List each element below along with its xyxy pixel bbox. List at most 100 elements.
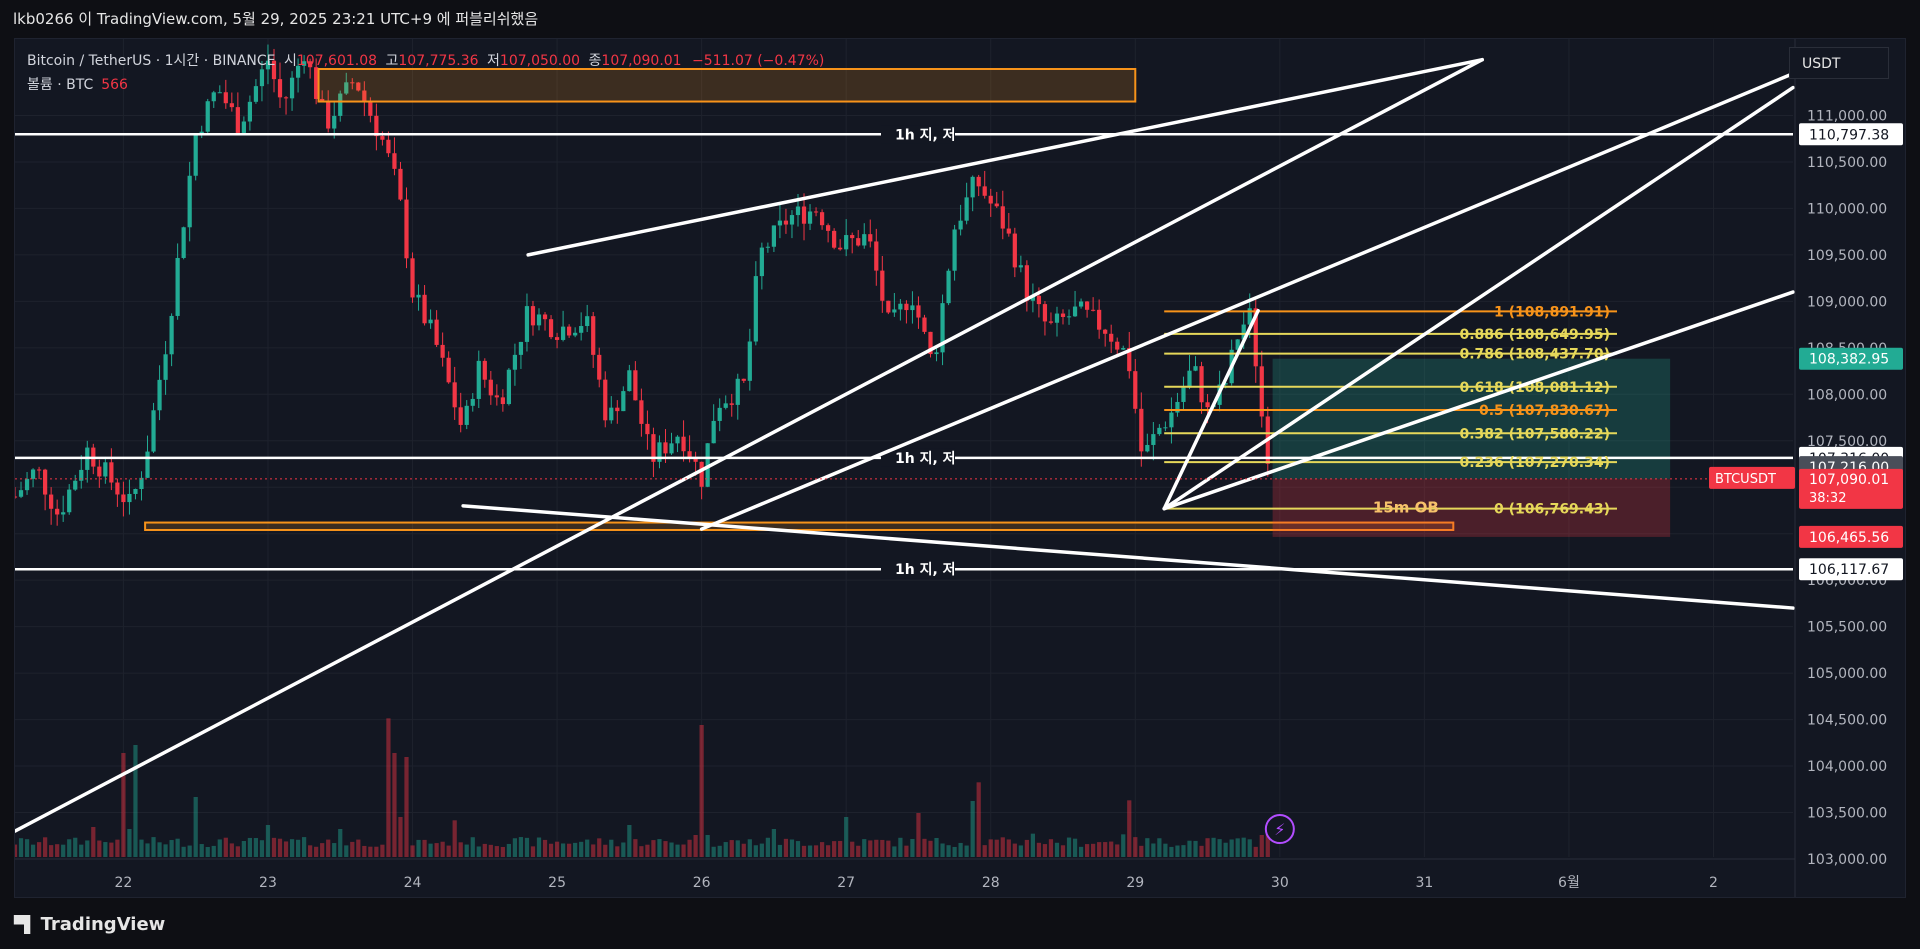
candle-body [976,176,981,187]
volume-bar [844,817,849,857]
candle-body [940,303,945,353]
candle-body [783,220,789,225]
currency-selector[interactable]: USDT [1789,47,1889,79]
trend-line [1162,290,1795,511]
volume-bar [1109,841,1114,857]
price-tag-bg [1799,347,1903,370]
level-price-tag: 110,797.38 [1809,127,1889,143]
volume-bar [253,838,259,857]
candle-body [633,370,638,401]
volume-bar [229,843,234,857]
candle-body [169,315,174,355]
volume-bar [91,827,96,857]
candle-body [1109,333,1114,342]
volume-bar [386,718,391,857]
volume-bar [585,839,590,857]
candle-body [880,270,885,301]
candle-body [573,332,578,336]
candle-body [151,410,156,452]
candle-body [24,478,30,491]
candle-body [789,215,795,225]
candle-body [753,276,758,342]
candle-body [765,246,770,248]
candle-body [344,82,349,94]
candle-body [55,508,60,515]
price-tag-bg [1799,525,1903,548]
orange-zone [317,68,1137,103]
candle-body [1024,265,1029,301]
price-chart[interactable]: 1h 지, 저 1h 지, 저 1h 지, 저 1 (108,891.91) 0.886… [15,39,1905,897]
candle-body [332,115,337,129]
volume-bar [699,725,704,857]
candle-body [356,82,361,91]
symbol-tag: BTCUSDT [1715,472,1776,487]
volume-bar [621,842,626,857]
candle-body [205,101,210,132]
volume-bar [205,846,210,857]
price-tag: 106,465.56 [1809,530,1889,546]
candle-body [1048,321,1054,323]
volume-bar [289,839,295,857]
candle-body [326,101,331,129]
candle-body [603,379,608,421]
volume-bar [1229,839,1234,857]
volume-bar [458,842,463,857]
chart-panel[interactable]: 1h 지, 저 1h 지, 저 1h 지, 저 1 (108,891.91) 0.886… [14,38,1906,898]
tradingview-logo[interactable]: ▀▌ TradingView [14,914,165,935]
candle-body [585,316,590,327]
volume-bar [1036,842,1042,857]
volume-bar [97,840,102,857]
volume-bar [1103,842,1108,857]
x-tick-label: 25 [548,875,566,891]
candle-body [1103,329,1108,334]
candle-body [826,225,831,231]
candle-body [217,92,222,94]
publisher-bar: lkb0266 이 TradingView.com, 5월 29, 2025 2… [0,0,1920,38]
volume-bar [928,840,933,857]
candle-body [741,378,746,381]
volume-bar [380,844,385,857]
candle-body [416,294,421,298]
volume-bar [639,846,644,857]
lightning-icon-glyph: ⚡ [1274,820,1285,839]
x-tick-label: 30 [1271,875,1289,891]
volume-bar [530,846,536,857]
candle-body [1235,339,1240,350]
volume-bar [356,839,361,857]
volume-bar [693,835,698,857]
y-tick-label: 104,000.00 [1807,759,1887,775]
volume-bar [1199,845,1204,857]
volume-bar [512,838,518,857]
candle-body [819,212,825,226]
volume-bar [591,844,596,857]
candle-body [109,462,114,483]
volume-bar [247,837,253,857]
trend-line [461,504,1795,610]
candle-body [247,101,253,122]
x-tick-label: 2 [1709,875,1718,891]
candle-body [320,98,325,102]
candle-body [615,407,620,412]
volume-bar [199,844,204,857]
volume-bar [554,841,560,857]
fib-level-label: 0.886 (108,649.95) [1459,327,1610,343]
candle-body [386,139,391,154]
volume-bar [488,844,493,857]
candle-body [729,403,734,405]
volume-bar [807,845,813,857]
candle-body [301,61,307,66]
volume-bar [868,840,873,857]
level-price-tag-bg [1799,123,1903,146]
candle-body [567,326,572,336]
volume-bar [603,844,608,857]
volume-bar [1217,839,1222,857]
candle-body [1193,366,1198,371]
candle-body [488,379,493,396]
volume-bar [1012,843,1017,857]
volume-bar [729,840,734,857]
volume-bar [759,843,764,857]
candle-body [494,395,499,398]
ob-label: 15m OB [1373,499,1439,517]
symbol-tag-bg [1709,466,1795,489]
volume-bar [494,846,499,857]
